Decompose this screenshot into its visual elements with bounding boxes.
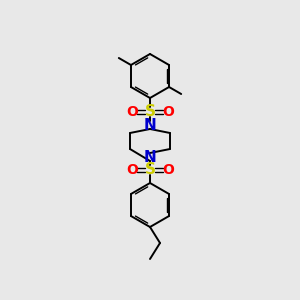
- Text: O: O: [162, 105, 174, 119]
- Text: S: S: [145, 104, 155, 119]
- Text: N: N: [144, 149, 156, 164]
- Text: O: O: [162, 163, 174, 177]
- Text: O: O: [126, 163, 138, 177]
- Text: S: S: [145, 163, 155, 178]
- Text: N: N: [144, 118, 156, 133]
- Text: O: O: [126, 105, 138, 119]
